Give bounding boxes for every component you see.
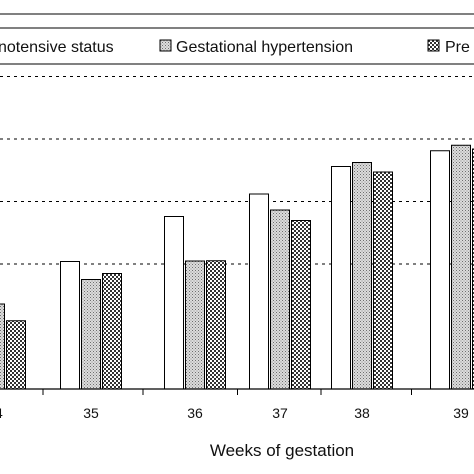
x-tick-label-39: 39 [453,405,469,421]
bar-38-series-1 [352,162,372,390]
x-tick-label-36: 36 [187,405,203,421]
bar-36-series-1 [185,260,205,390]
x-tick-label-38: 38 [354,405,370,421]
x-tick-label-37: 37 [272,405,288,421]
bar-39-series-1 [451,144,471,390]
bar-35-series-0 [60,261,80,390]
legend-entry-2: Pre [427,39,470,56]
bar-34-series-2 [6,320,26,390]
bar-35-series-2 [102,273,122,390]
bar-34-series-1 [0,303,5,390]
legend-frame [0,27,474,65]
gridlines [0,76,474,265]
bar-37-series-0 [249,193,269,390]
legend-swatch-1 [159,39,172,52]
bar-37-series-1 [270,209,290,390]
bar-38-series-2 [373,171,393,390]
bar-35-series-1 [81,279,101,390]
bar-36-series-2 [206,260,226,390]
bars [0,144,474,390]
legend-label-2: Pre [445,39,470,56]
legend-entry-0: notensive status [0,39,114,56]
bar-39-series-0 [430,150,450,390]
legend: notensive status Gestational hypertensio… [0,27,474,65]
legend-swatch-2 [427,39,440,52]
x-axis-title: Weeks of gestation [210,441,354,460]
x-tick-label-35: 35 [83,405,99,421]
x-ticks: 34 35 36 37 38 39 [0,389,469,421]
bar-36-series-0 [164,216,184,390]
x-tick-label-34: 34 [0,405,3,421]
bar-39-series-2 [472,148,474,390]
legend-label-1: Gestational hypertension [176,39,353,56]
legend-entry-1: Gestational hypertension [159,39,353,56]
legend-label-0: notensive status [0,39,114,56]
bar-37-series-2 [291,220,311,390]
bar-38-series-0 [331,166,351,390]
